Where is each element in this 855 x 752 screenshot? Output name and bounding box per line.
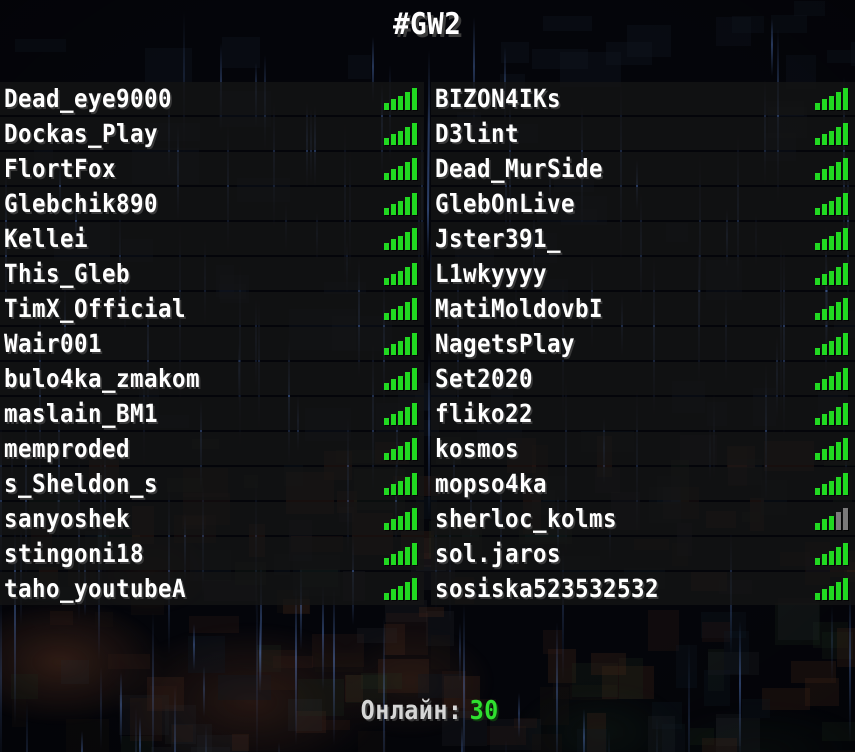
player-row[interactable]: Dead_MurSide (431, 152, 855, 185)
player-row[interactable]: Set2020 (431, 362, 855, 395)
ping-icon (384, 542, 418, 565)
player-row[interactable]: TimX_Official (0, 292, 424, 325)
player-row[interactable]: D3lint (431, 117, 855, 150)
ping-icon (815, 227, 849, 250)
player-row[interactable]: bulo4ka_zmakom (0, 362, 424, 395)
player-row[interactable]: MatiMoldovbI (431, 292, 855, 325)
player-name: MatiMoldovbI (435, 294, 603, 323)
player-name: s_Sheldon_s (4, 469, 158, 498)
player-row[interactable]: sherloc_kolms (431, 502, 855, 535)
ping-icon (815, 437, 849, 460)
player-row[interactable]: FlortFox (0, 152, 424, 185)
player-name: TimX_Official (4, 294, 186, 323)
player-row[interactable]: Glebchik890 (0, 187, 424, 220)
player-row[interactable]: sosiska523532532 (431, 572, 855, 605)
player-name: L1wkyyyy (435, 259, 547, 288)
player-row[interactable]: mopso4ka (431, 467, 855, 500)
online-status-bar: Онлайн: 30 (0, 696, 855, 726)
ping-icon (815, 332, 849, 355)
player-name: sherloc_kolms (435, 504, 617, 533)
player-row[interactable]: Dockas_Play (0, 117, 424, 150)
ping-icon (815, 402, 849, 425)
ping-icon (384, 262, 418, 285)
ping-icon (384, 472, 418, 495)
player-row[interactable]: GlebOnLive (431, 187, 855, 220)
ping-icon (815, 577, 849, 600)
ping-icon (815, 87, 849, 110)
ping-icon (384, 332, 418, 355)
ping-icon (384, 507, 418, 530)
player-name: taho_youtubeA (4, 574, 186, 603)
player-name: GlebOnLive (435, 189, 575, 218)
online-count: 30 (469, 696, 499, 726)
player-row[interactable]: sanyoshek (0, 502, 424, 535)
player-name: Dead_MurSide (435, 154, 603, 183)
player-name: Set2020 (435, 364, 533, 393)
ping-icon (384, 157, 418, 180)
player-row[interactable]: sol.jaros (431, 537, 855, 570)
ping-icon (384, 577, 418, 600)
ping-icon (815, 262, 849, 285)
player-name: fliko22 (435, 399, 533, 428)
player-name: sosiska523532532 (435, 574, 659, 603)
player-row[interactable]: BIZON4IKs (431, 82, 855, 115)
ping-icon (384, 192, 418, 215)
player-row[interactable]: fliko22 (431, 397, 855, 430)
ping-icon (384, 122, 418, 145)
player-name: memproded (4, 434, 130, 463)
ping-icon (815, 472, 849, 495)
ping-icon (815, 507, 849, 530)
player-name: maslain_BM1 (4, 399, 158, 428)
player-name: This_Gleb (4, 259, 130, 288)
player-row[interactable]: Jster391_ (431, 222, 855, 255)
server-title-bar: #GW2 (0, 8, 855, 42)
player-column-left: Dead_eye9000 Dockas_Play FlortFox Glebchik8… (0, 82, 424, 605)
server-title: #GW2 (393, 7, 462, 42)
player-name: sanyoshek (4, 504, 130, 533)
player-row[interactable]: taho_youtubeA (0, 572, 424, 605)
player-row[interactable]: memproded (0, 432, 424, 465)
ping-icon (815, 157, 849, 180)
player-name: BIZON4IKs (435, 84, 561, 113)
player-list: Dead_eye9000 Dockas_Play FlortFox Glebchik8… (0, 82, 855, 605)
ping-icon (384, 402, 418, 425)
player-row[interactable]: kosmos (431, 432, 855, 465)
player-row[interactable]: L1wkyyyy (431, 257, 855, 290)
player-row[interactable]: Kellei (0, 222, 424, 255)
ping-icon (384, 367, 418, 390)
player-name: Glebchik890 (4, 189, 158, 218)
player-name: FlortFox (4, 154, 116, 183)
player-name: NagetsPlay (435, 329, 575, 358)
player-name: sol.jaros (435, 539, 561, 568)
player-name: D3lint (435, 119, 519, 148)
player-name: kosmos (435, 434, 519, 463)
ping-icon (384, 227, 418, 250)
player-name: Dockas_Play (4, 119, 158, 148)
player-name: mopso4ka (435, 469, 547, 498)
player-row[interactable]: maslain_BM1 (0, 397, 424, 430)
player-name: Kellei (4, 224, 88, 253)
ping-icon (815, 192, 849, 215)
ping-icon (815, 367, 849, 390)
player-name: stingoni18 (4, 539, 144, 568)
player-name: bulo4ka_zmakom (4, 364, 200, 393)
player-name: Wair001 (4, 329, 102, 358)
player-name: Dead_eye9000 (4, 84, 172, 113)
ping-icon (384, 87, 418, 110)
ping-icon (384, 437, 418, 460)
online-label: Онлайн: (360, 696, 463, 726)
player-row[interactable]: NagetsPlay (431, 327, 855, 360)
player-row[interactable]: Dead_eye9000 (0, 82, 424, 115)
player-row[interactable]: s_Sheldon_s (0, 467, 424, 500)
player-row[interactable]: Wair001 (0, 327, 424, 360)
ping-icon (815, 297, 849, 320)
player-column-right: BIZON4IKs D3lint Dead_MurSide GlebOnLive Jst… (431, 82, 855, 605)
player-name: Jster391_ (435, 224, 561, 253)
ping-icon (815, 122, 849, 145)
ping-icon (384, 297, 418, 320)
player-row[interactable]: stingoni18 (0, 537, 424, 570)
player-row[interactable]: This_Gleb (0, 257, 424, 290)
ping-icon (815, 542, 849, 565)
